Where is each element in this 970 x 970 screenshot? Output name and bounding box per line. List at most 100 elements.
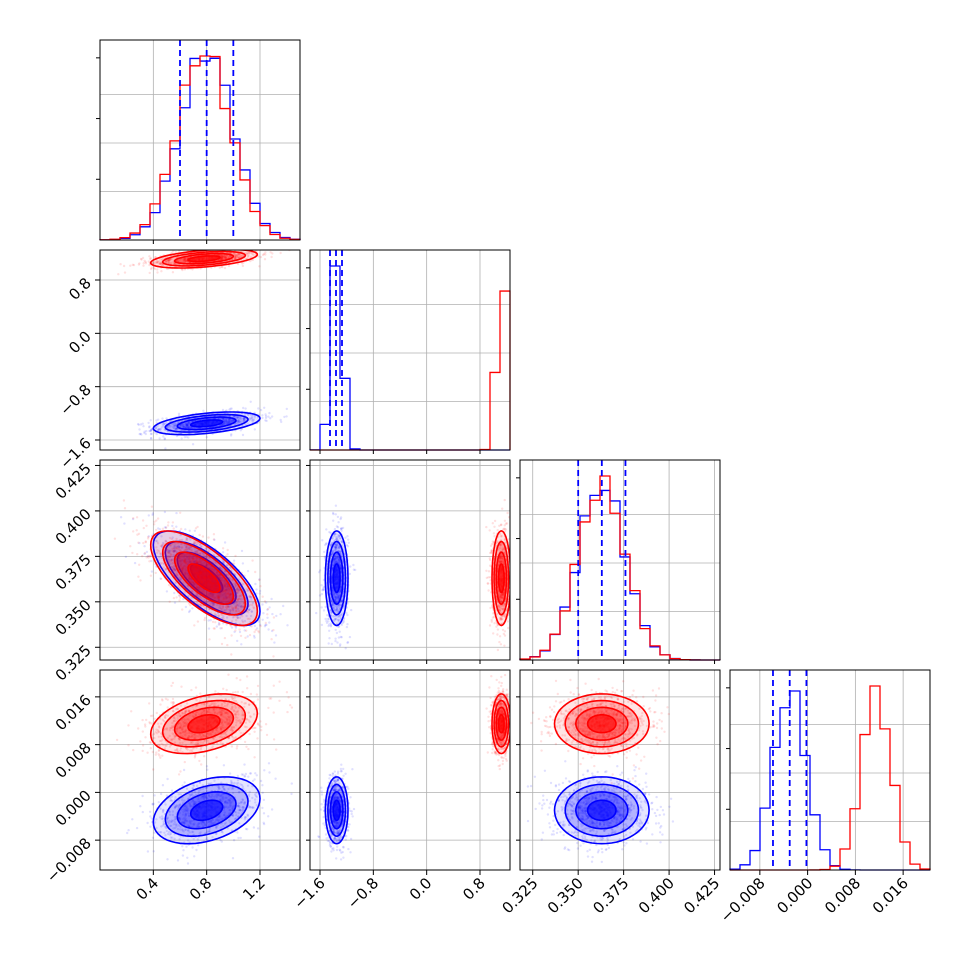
scatter-point xyxy=(151,513,154,517)
scatter-point xyxy=(332,512,335,516)
scatter-point xyxy=(175,434,179,438)
scatter-point xyxy=(179,596,182,599)
scatter-point xyxy=(235,590,238,593)
scatter-point xyxy=(230,653,233,656)
scatter-point xyxy=(340,529,343,532)
scatter-point xyxy=(336,595,340,598)
scatter-point xyxy=(223,590,227,593)
scatter-point xyxy=(220,569,223,573)
scatter-point xyxy=(232,609,235,613)
scatter-point xyxy=(171,425,174,428)
scatter-point xyxy=(192,582,196,586)
diag-panel-0 xyxy=(96,39,301,241)
scatter-point xyxy=(221,605,225,608)
scatter-point xyxy=(139,579,142,582)
scatter-point xyxy=(264,413,267,416)
hist-series-0 xyxy=(99,57,301,241)
scatter-point xyxy=(344,647,347,650)
scatter-point xyxy=(224,257,227,260)
scatter-point xyxy=(138,432,141,436)
scatter-point xyxy=(246,251,249,254)
scatter-point xyxy=(334,554,337,558)
scatter-point xyxy=(171,549,174,552)
scatter-point xyxy=(217,594,220,597)
scatter-point xyxy=(181,568,184,571)
scatter-point xyxy=(136,422,140,426)
scatter-point xyxy=(213,596,216,599)
scatter-point xyxy=(178,599,181,602)
scatter-point xyxy=(199,589,202,592)
scatter-point xyxy=(167,550,171,553)
scatter-point xyxy=(173,421,176,425)
scatter-point xyxy=(224,609,227,612)
scatter-point xyxy=(240,420,243,423)
scatter-point xyxy=(175,545,179,548)
scatter-point xyxy=(215,596,218,599)
scatter-point xyxy=(186,425,189,428)
scatter-point xyxy=(247,247,249,249)
scatter-point xyxy=(221,547,225,550)
scatter-point xyxy=(220,578,223,582)
scatter-point xyxy=(259,585,262,588)
scatter-point xyxy=(247,413,250,417)
scatter-point xyxy=(154,427,157,430)
scatter-point xyxy=(184,554,187,557)
scatter-point xyxy=(185,560,189,563)
scatter-point xyxy=(181,423,184,426)
scatter-point xyxy=(172,426,175,430)
scatter-point xyxy=(222,592,226,596)
scatter-point xyxy=(160,426,163,429)
scatter-point xyxy=(171,547,174,550)
scatter-point xyxy=(217,595,220,598)
scatter-point xyxy=(262,612,265,615)
scatter-point xyxy=(225,595,228,599)
scatter-point xyxy=(250,625,253,628)
scatter-point xyxy=(344,536,347,539)
scatter-point xyxy=(338,630,341,633)
scatter-point xyxy=(167,259,171,263)
scatter-point xyxy=(191,607,194,610)
scatter-point xyxy=(270,629,274,633)
scatter-point xyxy=(193,624,196,627)
scatter-point xyxy=(247,254,250,257)
scatter-point xyxy=(336,641,339,644)
scatter-point xyxy=(240,549,244,553)
scatter-point xyxy=(221,606,225,610)
scatter-point xyxy=(171,251,174,254)
scatter-point xyxy=(175,427,178,430)
scatter-point xyxy=(348,572,351,576)
scatter-point xyxy=(263,258,267,261)
scatter-point xyxy=(161,527,165,530)
scatter-point xyxy=(227,588,230,591)
scatter-point xyxy=(188,577,191,580)
scatter-point xyxy=(156,542,160,545)
scatter-point xyxy=(176,574,179,577)
scatter-point xyxy=(139,257,143,261)
scatter-point xyxy=(333,604,336,608)
scatter-point xyxy=(160,270,163,273)
scatter-point xyxy=(226,604,229,607)
scatter-point xyxy=(265,623,268,627)
scatter-point xyxy=(150,266,153,269)
scatter-point xyxy=(236,422,239,425)
scatter-point xyxy=(183,591,186,594)
scatter-point xyxy=(184,562,187,565)
scatter-point xyxy=(234,256,237,259)
scatter-point xyxy=(158,262,161,266)
scatter-point xyxy=(196,525,199,529)
scatter-point xyxy=(148,560,151,563)
scatter-point xyxy=(245,608,248,611)
scatter-point xyxy=(338,534,341,537)
scatter-point xyxy=(223,610,226,613)
scatter-point xyxy=(149,419,152,422)
scatter-point xyxy=(223,579,226,583)
scatter-point xyxy=(226,643,229,647)
scatter-point xyxy=(233,257,236,260)
panel-content xyxy=(100,460,300,660)
scatter-point xyxy=(219,607,223,610)
scatter-point xyxy=(320,623,324,627)
scatter-point xyxy=(227,586,230,589)
scatter-point xyxy=(188,577,191,580)
scatter-point xyxy=(341,612,344,615)
